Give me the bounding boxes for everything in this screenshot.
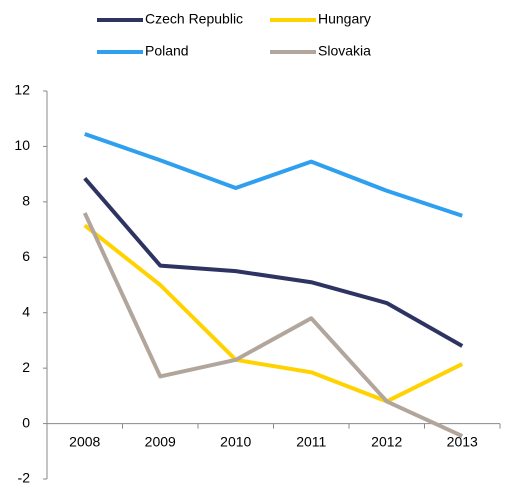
legend-label: Poland <box>145 43 189 59</box>
legend-label: Czech Republic <box>145 11 243 27</box>
y-tick-label: 6 <box>22 248 30 264</box>
y-tick-label: 12 <box>14 82 30 98</box>
x-tick-label: 2008 <box>69 433 100 449</box>
y-tick-label: -2 <box>18 470 31 486</box>
y-tick-label: 4 <box>22 303 30 319</box>
x-tick-label: 2012 <box>371 433 402 449</box>
series-line <box>82 212 464 438</box>
legend-label: Slovakia <box>318 43 371 59</box>
y-tick-label: 2 <box>22 359 30 375</box>
series-line <box>83 176 464 348</box>
y-tick-label: 8 <box>22 193 30 209</box>
series-line <box>83 223 464 404</box>
legend-label: Hungary <box>318 11 371 27</box>
x-tick-label: 2011 <box>296 433 326 449</box>
y-tick-label: 0 <box>22 414 30 430</box>
series-line <box>84 132 463 218</box>
x-tick-label: 2009 <box>145 433 176 449</box>
y-tick-label: 10 <box>14 137 30 153</box>
x-tick-label: 2010 <box>220 433 251 449</box>
x-tick-label: 2013 <box>447 433 478 449</box>
